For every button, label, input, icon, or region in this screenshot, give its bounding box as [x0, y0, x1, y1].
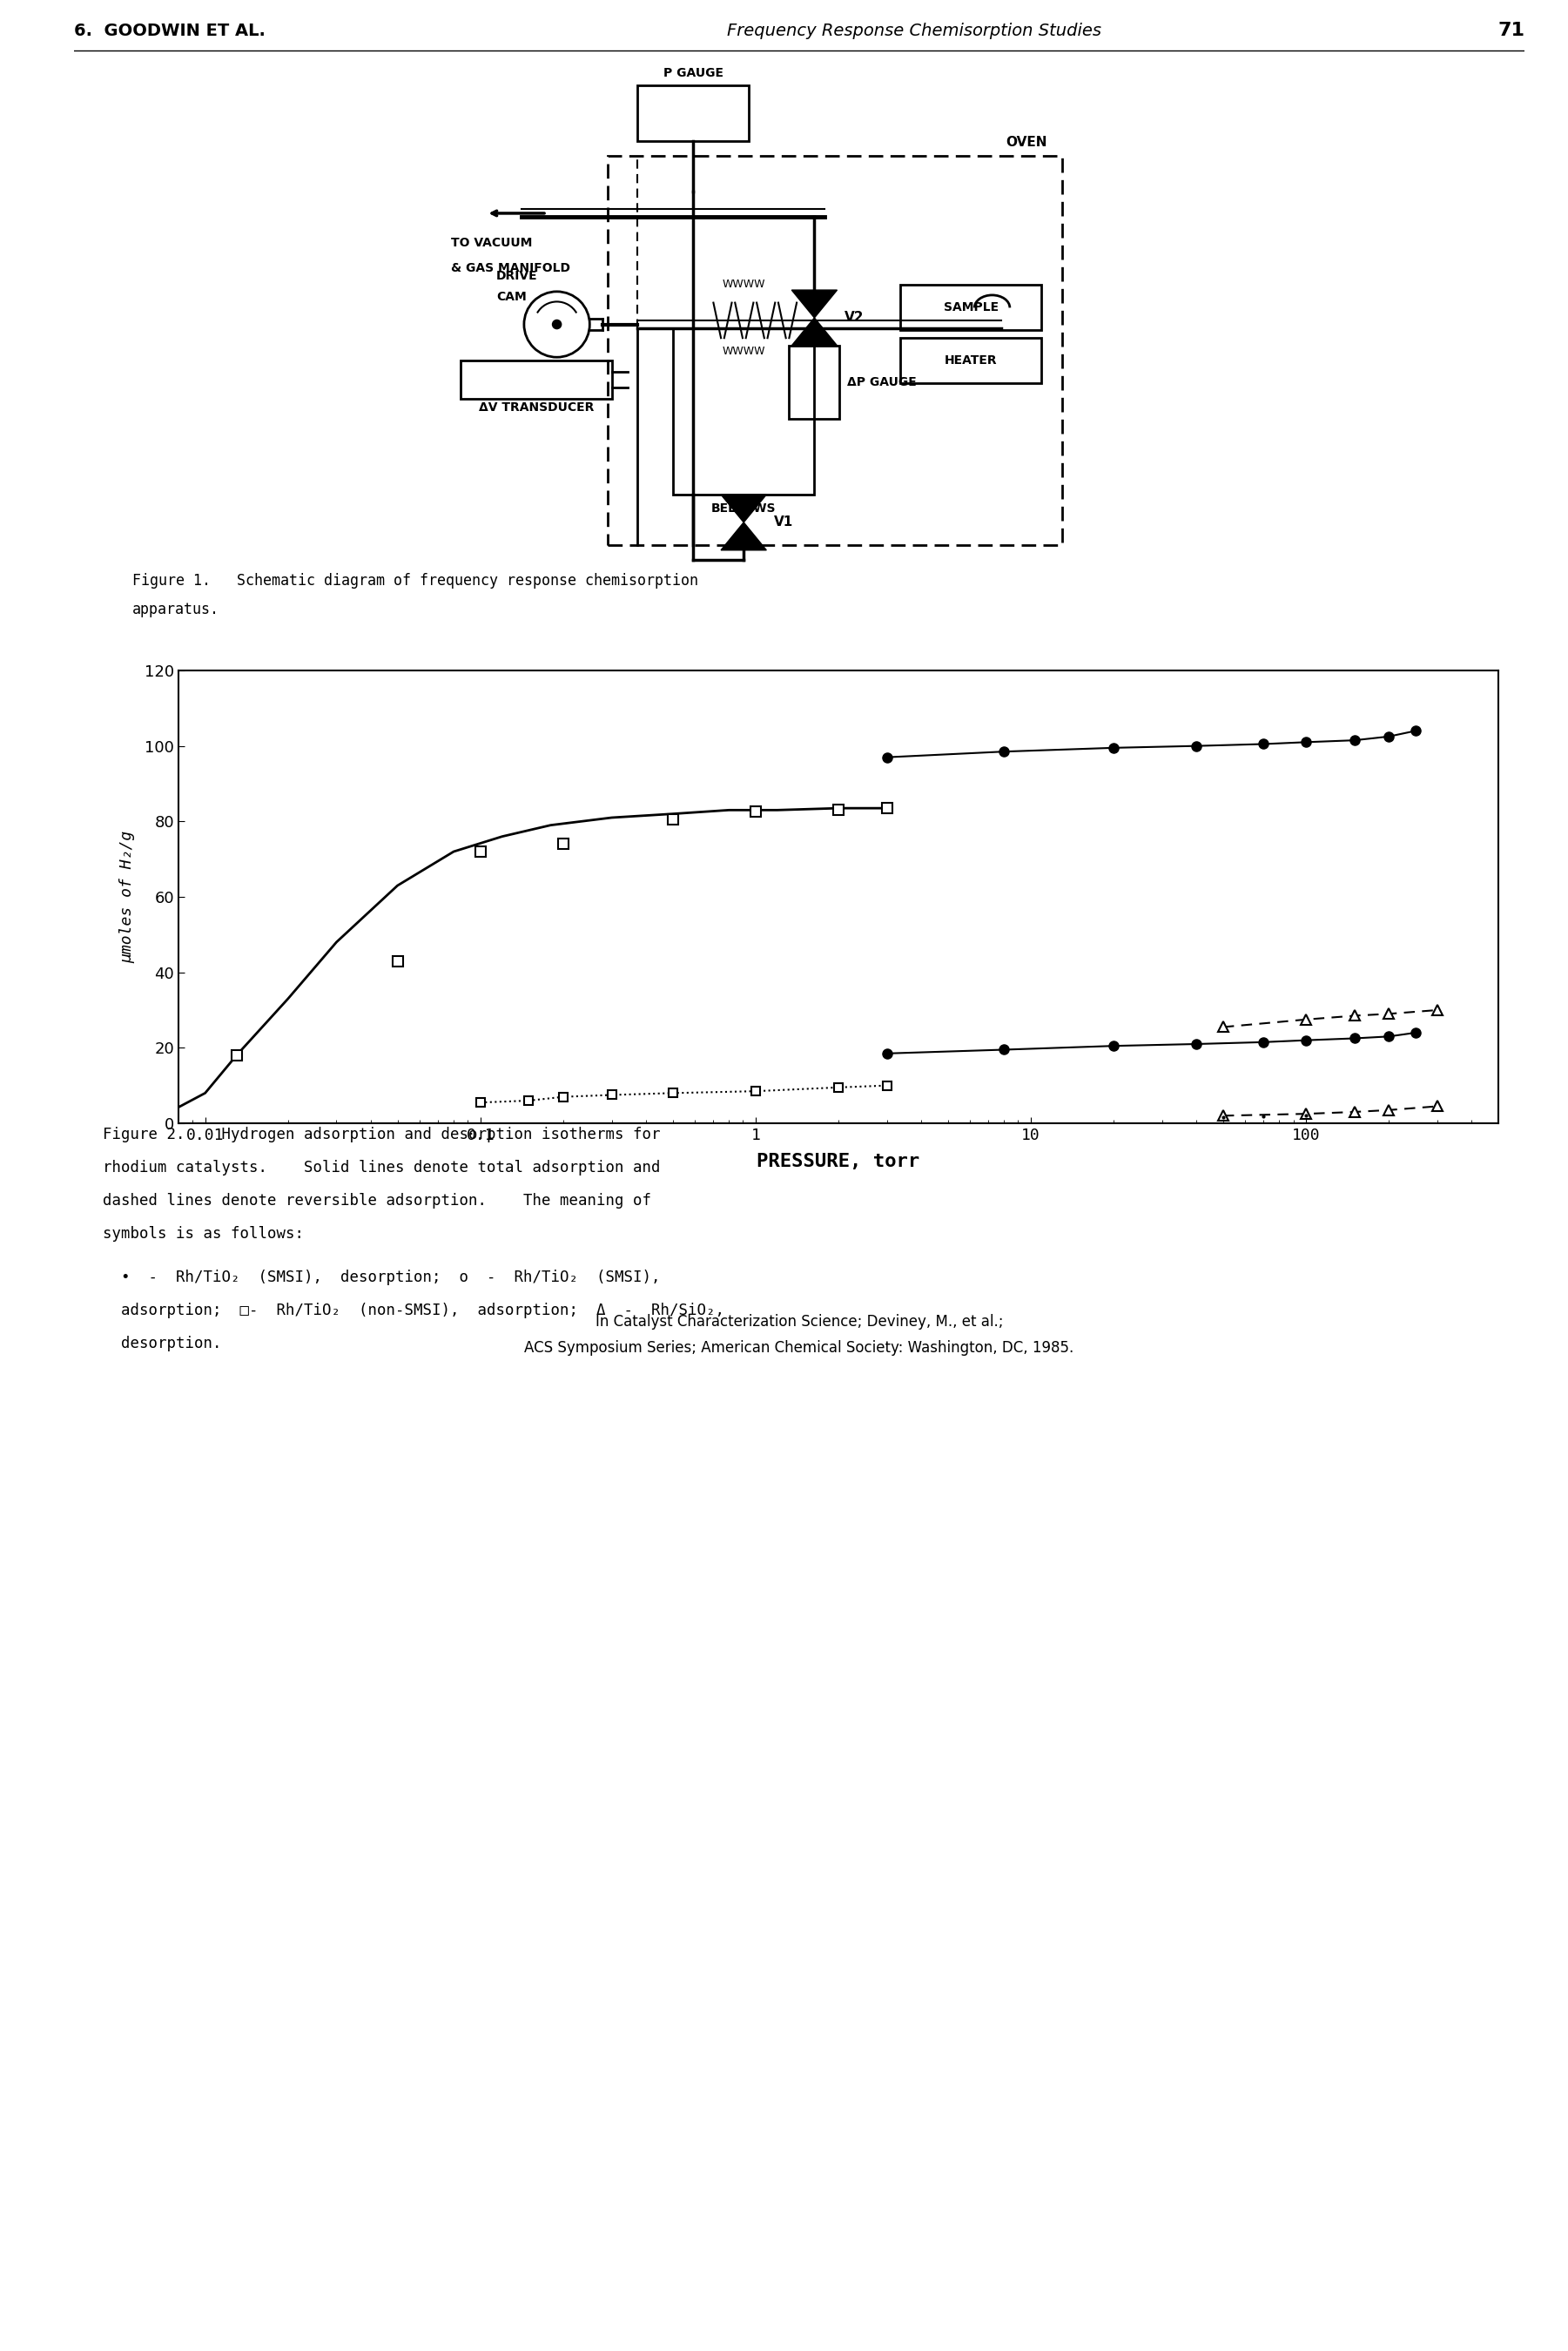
Circle shape	[552, 320, 561, 329]
Polygon shape	[792, 289, 837, 317]
Text: CAM: CAM	[495, 292, 527, 303]
Text: adsorption;  □-  Rh/TiO₂  (non-SMSI),  adsorption;  Δ  -  Rh/SiO₂,: adsorption; □- Rh/TiO₂ (non-SMSI), adsor…	[103, 1302, 724, 1319]
Text: rhodium catalysts.    Solid lines denote total adsorption and: rhodium catalysts. Solid lines denote to…	[103, 1159, 660, 1176]
Polygon shape	[721, 522, 767, 550]
Text: symbols is as follows:: symbols is as follows:	[103, 1225, 304, 1241]
Text: WWWW: WWWW	[723, 346, 765, 357]
Text: 6.  GOODWIN ET AL.: 6. GOODWIN ET AL.	[74, 24, 265, 40]
Text: ΔV TRANSDUCER: ΔV TRANSDUCER	[480, 402, 594, 414]
Text: DRIVE: DRIVE	[495, 270, 538, 282]
Polygon shape	[792, 317, 837, 346]
Text: WWWW: WWWW	[723, 280, 765, 289]
Text: Figure 1.   Schematic diagram of frequency response chemisorption: Figure 1. Schematic diagram of frequency…	[132, 574, 698, 588]
Bar	[900, 284, 1041, 331]
Text: dashed lines denote reversible adsorption.    The meaning of: dashed lines denote reversible adsorptio…	[103, 1192, 652, 1208]
Text: ΔP GAUGE: ΔP GAUGE	[847, 376, 917, 388]
Text: In Catalyst Characterization Science; Deviney, M., et al.;: In Catalyst Characterization Science; De…	[596, 1314, 1004, 1331]
Text: Frequency Response Chemisorption Studies: Frequency Response Chemisorption Studies	[726, 24, 1101, 40]
Text: & GAS MANIFOLD: & GAS MANIFOLD	[452, 263, 571, 275]
Text: HEATER: HEATER	[944, 355, 997, 367]
Text: SAMPLE: SAMPLE	[944, 301, 999, 313]
Text: 71: 71	[1497, 21, 1524, 40]
Text: desorption.: desorption.	[103, 1335, 221, 1352]
Text: V1: V1	[775, 515, 793, 529]
Text: apparatus.: apparatus.	[132, 602, 220, 616]
Polygon shape	[721, 494, 767, 522]
Bar	[900, 339, 1041, 383]
Bar	[789, 346, 839, 418]
Text: TO VACUUM: TO VACUUM	[452, 237, 532, 249]
Y-axis label: μmoles of H₂/g: μmoles of H₂/g	[119, 830, 135, 964]
X-axis label: PRESSURE, torr: PRESSURE, torr	[757, 1152, 920, 1171]
Text: OVEN: OVEN	[1005, 136, 1047, 148]
Text: ACS Symposium Series; American Chemical Society: Washington, DC, 1985.: ACS Symposium Series; American Chemical …	[524, 1340, 1074, 1357]
Text: BELLOWS: BELLOWS	[712, 503, 776, 515]
Bar	[673, 327, 814, 494]
Text: P GAUGE: P GAUGE	[663, 68, 723, 80]
Text: •  -  Rh/TiO₂  (SMSI),  desorption;  o  -  Rh/TiO₂  (SMSI),: • - Rh/TiO₂ (SMSI), desorption; o - Rh/T…	[103, 1270, 660, 1286]
Text: V2: V2	[845, 310, 864, 324]
Bar	[461, 360, 613, 400]
Text: Figure 2.    Hydrogen adsorption and desorption isotherms for: Figure 2. Hydrogen adsorption and desorp…	[103, 1126, 660, 1143]
Bar	[607, 155, 1062, 545]
Bar	[638, 85, 750, 141]
